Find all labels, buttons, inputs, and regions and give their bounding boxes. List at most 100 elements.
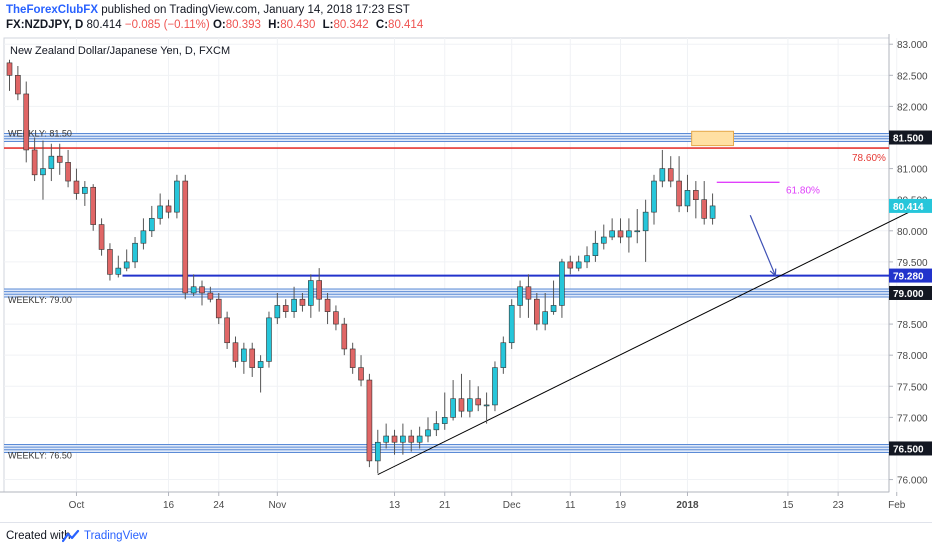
candle: [676, 156, 682, 213]
x-tick-label: 15: [782, 500, 794, 511]
candle: [207, 286, 214, 303]
candle-body: [366, 379, 373, 462]
candle: [534, 292, 540, 331]
candle-body: [383, 435, 389, 443]
candle: [56, 143, 63, 175]
symbol-label[interactable]: FX:NZDJPY, D: [6, 19, 84, 31]
candle: [567, 255, 574, 275]
candle: [215, 292, 222, 325]
level-79.28-price-label: 79.280: [893, 272, 924, 283]
candle-body: [525, 286, 532, 300]
weekly-81.50-band: [4, 133, 889, 142]
candle-body: [165, 205, 172, 213]
candle-body: [701, 199, 708, 219]
current-price-box: [889, 198, 932, 213]
candle-body: [308, 280, 314, 306]
candle: [492, 361, 498, 412]
weekly-76.50-price-label: 76.500: [893, 444, 924, 455]
candle-body: [132, 242, 138, 263]
candle-body: [626, 230, 632, 238]
candle: [709, 193, 716, 225]
candle: [475, 386, 482, 412]
candle-body: [642, 211, 649, 232]
candle-body: [567, 261, 574, 269]
publisher-link[interactable]: TheForexClubFX: [6, 4, 99, 16]
candle-body: [592, 242, 599, 256]
candle: [349, 342, 356, 374]
candle: [132, 237, 138, 269]
candle-body: [684, 190, 691, 207]
x-tick-label: 13: [389, 500, 401, 511]
candle: [48, 143, 55, 182]
candle-body: [266, 317, 272, 362]
candle: [115, 255, 122, 278]
candle: [383, 423, 389, 449]
candle: [701, 181, 708, 225]
weekly-76.50-price-box: [889, 441, 932, 456]
x-tick-label: Dec: [503, 500, 521, 511]
fib-786-label: 78.60%: [852, 153, 886, 164]
weekly-81.50-label: WEEKLY: 81.50: [8, 129, 72, 139]
candle-body: [542, 311, 548, 325]
candle-body: [349, 348, 356, 368]
y-tick-label: 80.000: [897, 227, 928, 238]
candle: [182, 174, 189, 300]
candle-body: [341, 323, 348, 350]
tradingview-logo-icon[interactable]: [61, 529, 80, 546]
candle-body: [241, 348, 247, 362]
candle-body: [182, 180, 189, 294]
candle-body: [23, 93, 30, 151]
candle: [31, 137, 38, 182]
projection-arrow: [749, 215, 776, 276]
fibonacci: 78.60% 61.80%: [4, 147, 889, 196]
candle: [15, 65, 21, 101]
candle-body: [199, 286, 205, 294]
open-value: 80.393: [225, 19, 261, 31]
y-tick-label: 81.000: [897, 165, 928, 176]
candle: [291, 286, 297, 318]
candle-body: [282, 305, 289, 312]
x-tick-label: 19: [615, 500, 627, 511]
tradingview-brand-link[interactable]: TradingView: [84, 530, 148, 542]
candle: [575, 255, 582, 272]
candle: [559, 258, 565, 318]
y-tick-label: 78.000: [897, 351, 928, 362]
candle-body: [48, 155, 55, 169]
candle: [324, 292, 331, 325]
weekly-79.00-label: WEEKLY: 79.00: [8, 295, 72, 305]
candle-body: [467, 398, 473, 412]
candle: [241, 342, 247, 374]
candle: [433, 411, 440, 437]
candle: [400, 423, 406, 455]
candle: [525, 274, 532, 318]
candle-body: [458, 398, 465, 412]
fib-618-label: 61.80%: [786, 185, 820, 196]
candle: [609, 218, 615, 241]
candle-body: [207, 292, 214, 300]
candle: [190, 274, 197, 297]
x-tick-label: 24: [213, 500, 225, 511]
candle: [651, 174, 657, 225]
candle: [592, 230, 599, 262]
x-tick-label: 2018: [676, 500, 699, 511]
candle: [483, 392, 490, 424]
price-chart[interactable]: New Zealand Dollar/Japanese Yen, D, FXCM…: [0, 34, 932, 522]
candle-body: [65, 162, 71, 182]
candle-body: [190, 286, 197, 294]
candle-body: [249, 348, 256, 368]
weekly-81.50-price-box: [889, 130, 932, 145]
candle-body: [659, 168, 666, 182]
candle: [391, 429, 398, 455]
projection-arrow-head: [769, 268, 777, 277]
weekly-76.50-band: [4, 444, 889, 453]
candle-body: [174, 180, 180, 213]
candle-body: [651, 180, 657, 213]
close-value: 80.414: [388, 19, 424, 31]
candle-body: [425, 429, 431, 437]
trendline: [377, 200, 932, 476]
chart-header: TheForexClubFX published on TradingView.…: [0, 0, 932, 34]
candle: [148, 205, 155, 238]
level-79.28-price-box: [889, 268, 932, 283]
candle-body: [299, 298, 306, 306]
footer: Created with TradingView: [0, 522, 932, 551]
